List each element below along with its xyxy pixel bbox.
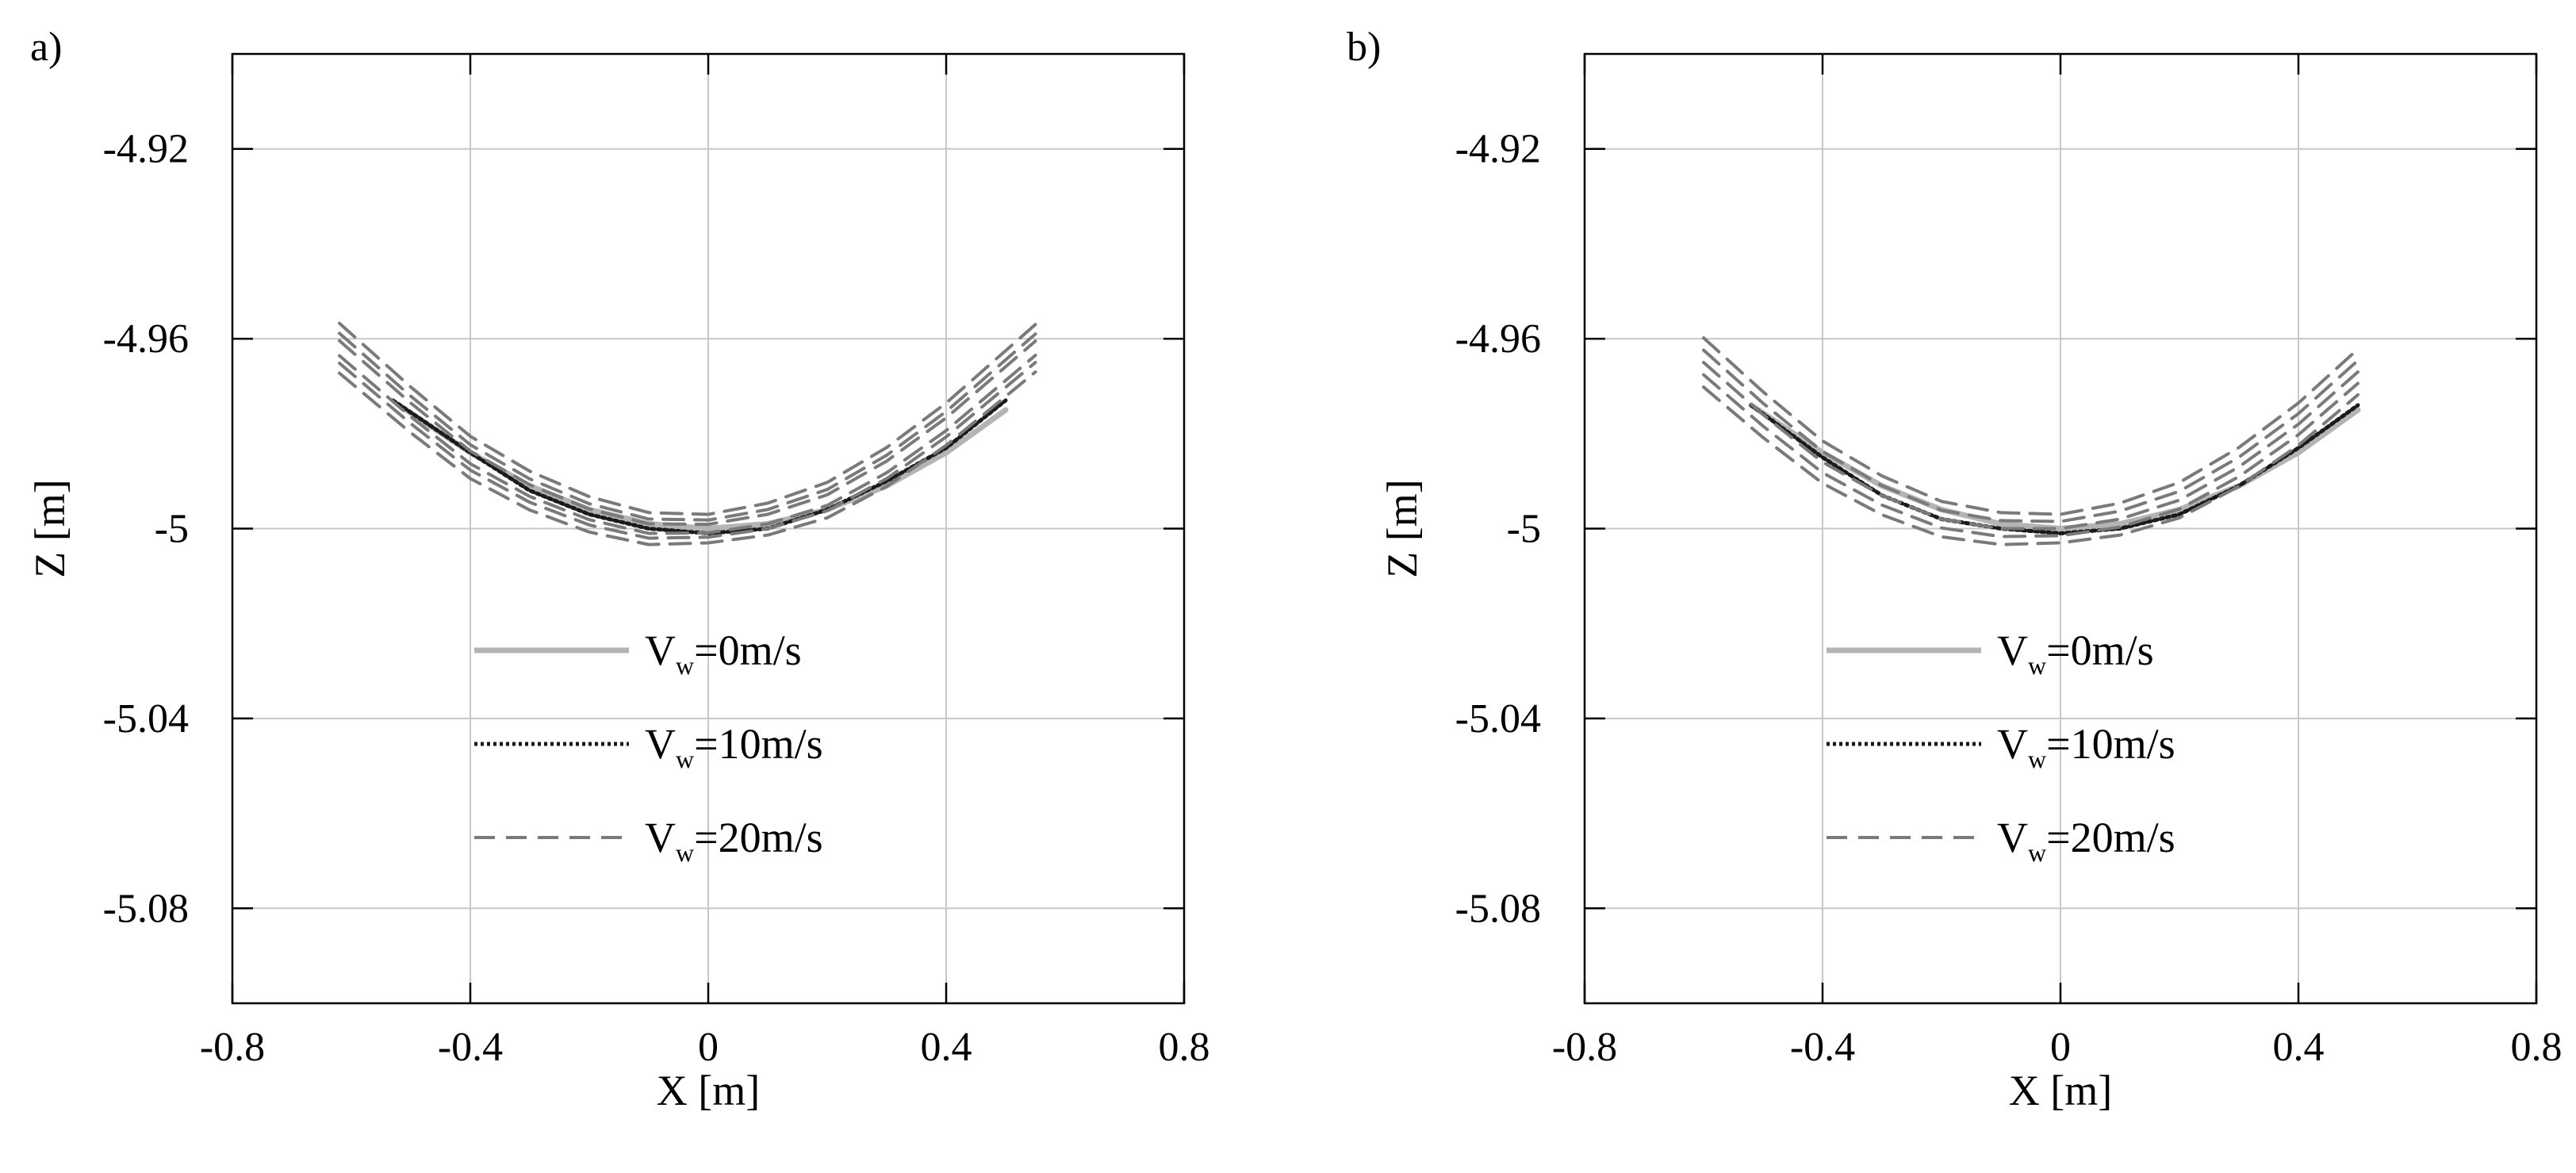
- x-tick-label: -0.4: [438, 1025, 503, 1070]
- x-tick-label: -0.8: [200, 1025, 265, 1070]
- legend: Vw=0m/s Vw=10m/s Vw=20m/s: [1827, 627, 2175, 867]
- legend-label: Vw=0m/s: [645, 627, 802, 680]
- chart-a-svg: -0.8 -0.4 0 0.4 0.8 -4.92 -4.96 -5 -5.04 -5.08 X […: [26, 52, 1210, 1114]
- y-tick-label: -4.92: [1455, 127, 1541, 172]
- y-axis-title: Z [m]: [1378, 479, 1426, 577]
- x-tick-label: 0.8: [2511, 1025, 2563, 1070]
- y-tick-label: -4.96: [103, 316, 189, 362]
- y-tick-label: -5: [155, 507, 189, 552]
- chart-panel-b: b) -0.8 -0.4 0 0.4 0.8 -4.92 -4.96 -5 -5.04 -5.08…: [1288, 0, 2576, 1173]
- series-line: [338, 361, 1037, 540]
- legend-label: Vw=20m/s: [645, 814, 823, 867]
- series-line: [338, 370, 1037, 546]
- series-line: [1702, 361, 2359, 531]
- y-tick-label: -5.04: [1455, 696, 1541, 742]
- panel-label: b): [1347, 25, 1382, 70]
- chart-panel-a: a) -0.8 -0.4 0 0.4 0.8 -4.92 -4.96 -5 -5.04 -5.08…: [26, 25, 1210, 1114]
- legend-label: Vw=10m/s: [645, 720, 823, 773]
- legend: Vw=0m/s Vw=10m/s Vw=20m/s: [474, 627, 823, 867]
- x-tick-label: 0: [2050, 1025, 2071, 1070]
- x-axis-title: X [m]: [657, 1067, 760, 1114]
- y-tick-label: -4.92: [103, 127, 189, 172]
- y-tick-label: -5.04: [103, 696, 189, 742]
- series-line: [396, 402, 1009, 531]
- y-tick-label: -5.08: [103, 886, 189, 931]
- plot-area: -0.8 -0.4 0 0.4 0.8 -4.92 -4.96 -5 -5.04 -5.08 X […: [1378, 52, 2563, 1114]
- x-tick-label: 0: [698, 1025, 719, 1070]
- x-tick-label: -0.4: [1790, 1025, 1855, 1070]
- series-line: [338, 354, 1037, 535]
- legend-label: Vw=0m/s: [1997, 627, 2154, 680]
- legend-label: Vw=10m/s: [1997, 720, 2175, 773]
- legend-label: Vw=20m/s: [1997, 814, 2175, 867]
- plot-area: -0.8 -0.4 0 0.4 0.8 -4.92 -4.96 -5 -5.04 -5.08 X […: [26, 52, 1210, 1114]
- y-tick-label: -5.08: [1455, 886, 1541, 931]
- y-tick-label: -4.96: [1455, 316, 1541, 362]
- series-line: [1702, 348, 2359, 523]
- x-tick-label: -0.8: [1552, 1025, 1617, 1070]
- x-tick-label: 0.4: [921, 1025, 972, 1070]
- x-axis-title: X [m]: [2009, 1067, 2112, 1114]
- chart-b-svg: -0.8 -0.4 0 0.4 0.8 -4.92 -4.96 -5 -5.04 -5.08 X […: [1378, 52, 2563, 1114]
- series-line: [1749, 403, 2360, 535]
- x-tick-label: 0.8: [1159, 1025, 1210, 1070]
- series-line: [1702, 385, 2359, 546]
- series-line: [338, 332, 1037, 522]
- y-tick-label: -5: [1507, 507, 1541, 552]
- y-axis-title: Z [m]: [26, 479, 74, 577]
- series-line: [338, 321, 1037, 516]
- series-line: [1702, 336, 2359, 516]
- series-line: [1702, 373, 2359, 539]
- series-line: [338, 339, 1037, 527]
- panel-label: a): [30, 25, 63, 70]
- x-tick-label: 0.4: [2273, 1025, 2325, 1070]
